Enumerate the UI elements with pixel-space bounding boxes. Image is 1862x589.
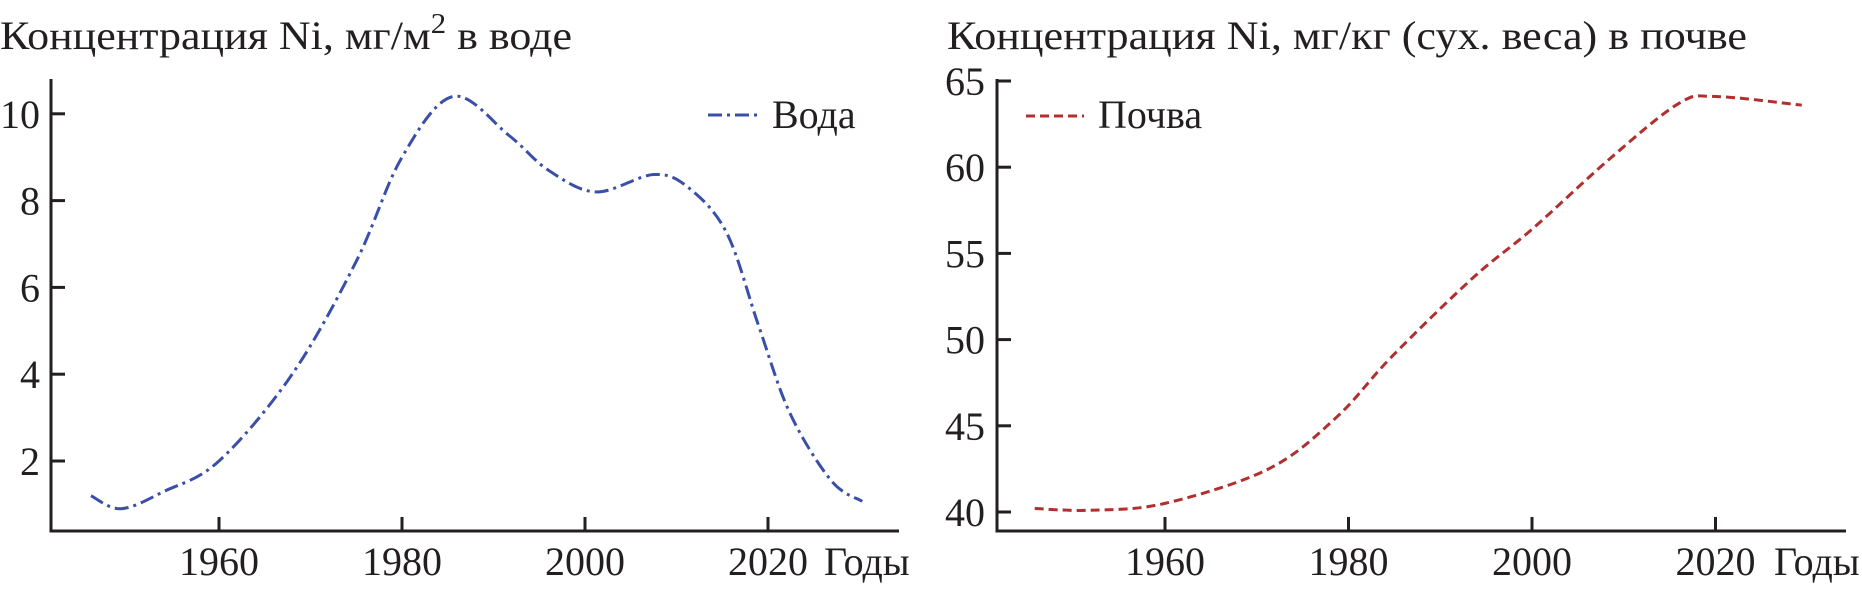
x-tick-label: 1980 xyxy=(362,539,442,584)
series-line xyxy=(1034,94,1802,512)
y-tick-label: 8 xyxy=(20,179,40,224)
axes xyxy=(49,79,899,533)
x-axis-label: Годы xyxy=(1774,539,1860,584)
right-chart: 1960 1980 2000 2020 40 45 50 55 60 65 Годы Почва xyxy=(945,59,1860,584)
x-tick-label: 2020 xyxy=(728,539,808,584)
right-chart-title: Концентрация Ni, мг/кг (сух. веса) в поч… xyxy=(947,13,1747,58)
x-tick-label: 2000 xyxy=(545,539,625,584)
y-tick-label: 40 xyxy=(945,490,985,535)
legend-label: Вода xyxy=(772,92,856,137)
left-chart: 1960 1980 2000 2020 2 4 6 8 10 Годы Вода xyxy=(0,79,910,584)
x-tick-label: 1980 xyxy=(1309,539,1389,584)
x-axis-label: Годы xyxy=(824,539,910,584)
x-tick-label: 1960 xyxy=(179,539,259,584)
x-tick-label: 1960 xyxy=(1125,539,1205,584)
y-tick-label: 55 xyxy=(945,231,985,276)
legend-label: Почва xyxy=(1098,92,1202,137)
y-tick-label: 4 xyxy=(20,352,40,397)
y-tick-label: 45 xyxy=(945,404,985,449)
y-tick-label: 2 xyxy=(20,439,40,484)
y-tick-label: 60 xyxy=(945,145,985,190)
x-tick-label: 2000 xyxy=(1492,539,1572,584)
axes xyxy=(995,79,1846,533)
y-tick-label: 10 xyxy=(0,92,40,137)
x-tick-label: 2020 xyxy=(1676,539,1756,584)
left-chart-title: Концентрация Ni, мг/м 2 в воде xyxy=(0,9,572,58)
series-line xyxy=(90,94,864,511)
y-tick-label: 6 xyxy=(20,265,40,310)
y-tick-label: 50 xyxy=(945,318,985,363)
y-tick-label: 65 xyxy=(945,59,985,104)
